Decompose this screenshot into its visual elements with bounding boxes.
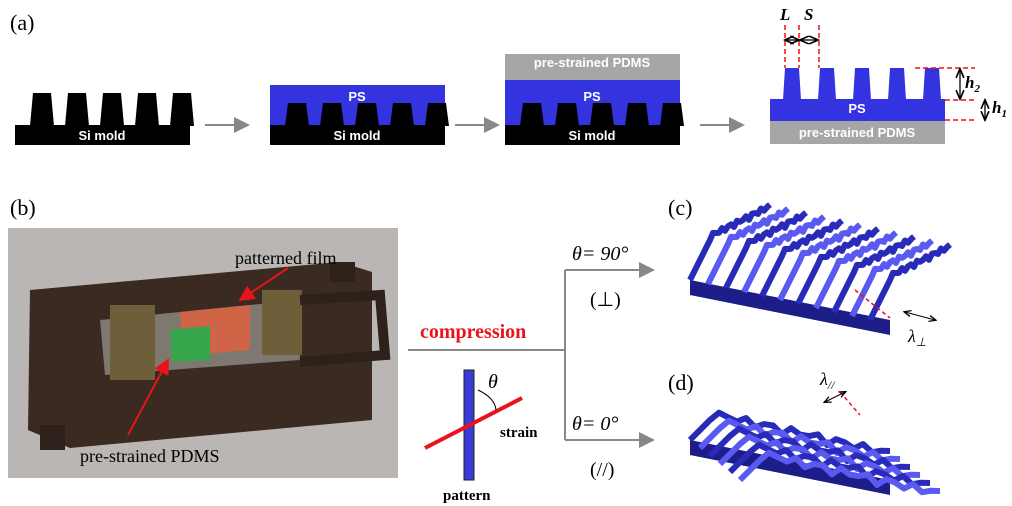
mold-label: Si mold [569,128,616,143]
substrate-label: pre-strained PDMS [799,125,916,140]
film-label: PS [583,89,601,104]
ridge [923,68,941,100]
tooth [520,103,544,126]
wavelength-label: λ⊥ [907,326,926,349]
dim-label: h1 [992,98,1007,120]
ridge [853,68,871,100]
dimension-arrow [825,392,845,402]
tooth [355,103,379,126]
strain-label: strain [500,425,538,441]
pattern-label: pattern [443,488,491,504]
panel-label: (d) [668,370,694,395]
wl-sub: ⊥ [916,335,926,349]
film-label: PS [848,101,866,116]
dim-label: h2 [965,73,980,95]
dim-label: L [779,5,790,24]
tooth [625,103,649,126]
ridge [818,68,836,100]
photo-label: pre-strained PDMS [80,446,219,466]
dim-label: S [804,5,813,24]
wave-surfaces [690,205,950,495]
panel-label: (c) [668,195,692,220]
direction-label: (⊥) [590,289,621,311]
dimension-line [840,392,860,415]
photo-label: patterned film [235,248,336,268]
angle-label: θ= 0° [572,413,618,435]
page: (a) Si mold PS Si mold pre-strained PDMS… [0,0,1012,506]
panel-label: (a) [10,10,34,35]
dim-main: h [965,73,974,92]
tooth [65,93,89,126]
dimension-arrow [905,312,935,320]
tooth [555,103,579,126]
tooth [30,93,54,126]
wl-main: λ [819,369,828,389]
dim-sub: 2 [973,83,980,95]
wl-main: λ [907,326,916,346]
tooth [660,103,684,126]
tooth [100,93,124,126]
film-label: PS [348,89,366,104]
angle-arc [478,390,496,410]
direction-label: (//) [590,459,614,481]
mold-label: Si mold [79,128,126,143]
compression-label: compression [420,321,526,343]
theta-label: θ [488,371,498,393]
angle-label: θ= 90° [572,243,628,265]
tooth [135,93,159,126]
tooth [390,103,414,126]
figure: (a) Si mold PS Si mold pre-strained PDMS… [0,0,1012,506]
ridge [888,68,906,100]
wl-sub: // [827,378,836,392]
mold-label: Si mold [334,128,381,143]
wavelength-label: λ// [819,369,836,392]
slab-side [690,280,890,335]
panel-label: (b) [10,195,36,220]
substrate-label: pre-strained PDMS [534,55,651,70]
tooth [320,103,344,126]
dim-main: h [992,98,1001,117]
tooth [425,103,449,126]
photo [8,228,398,478]
tooth [170,93,194,126]
tooth [285,103,309,126]
tooth [590,103,614,126]
ridge [783,68,801,100]
dim-sub: 1 [1001,108,1007,120]
